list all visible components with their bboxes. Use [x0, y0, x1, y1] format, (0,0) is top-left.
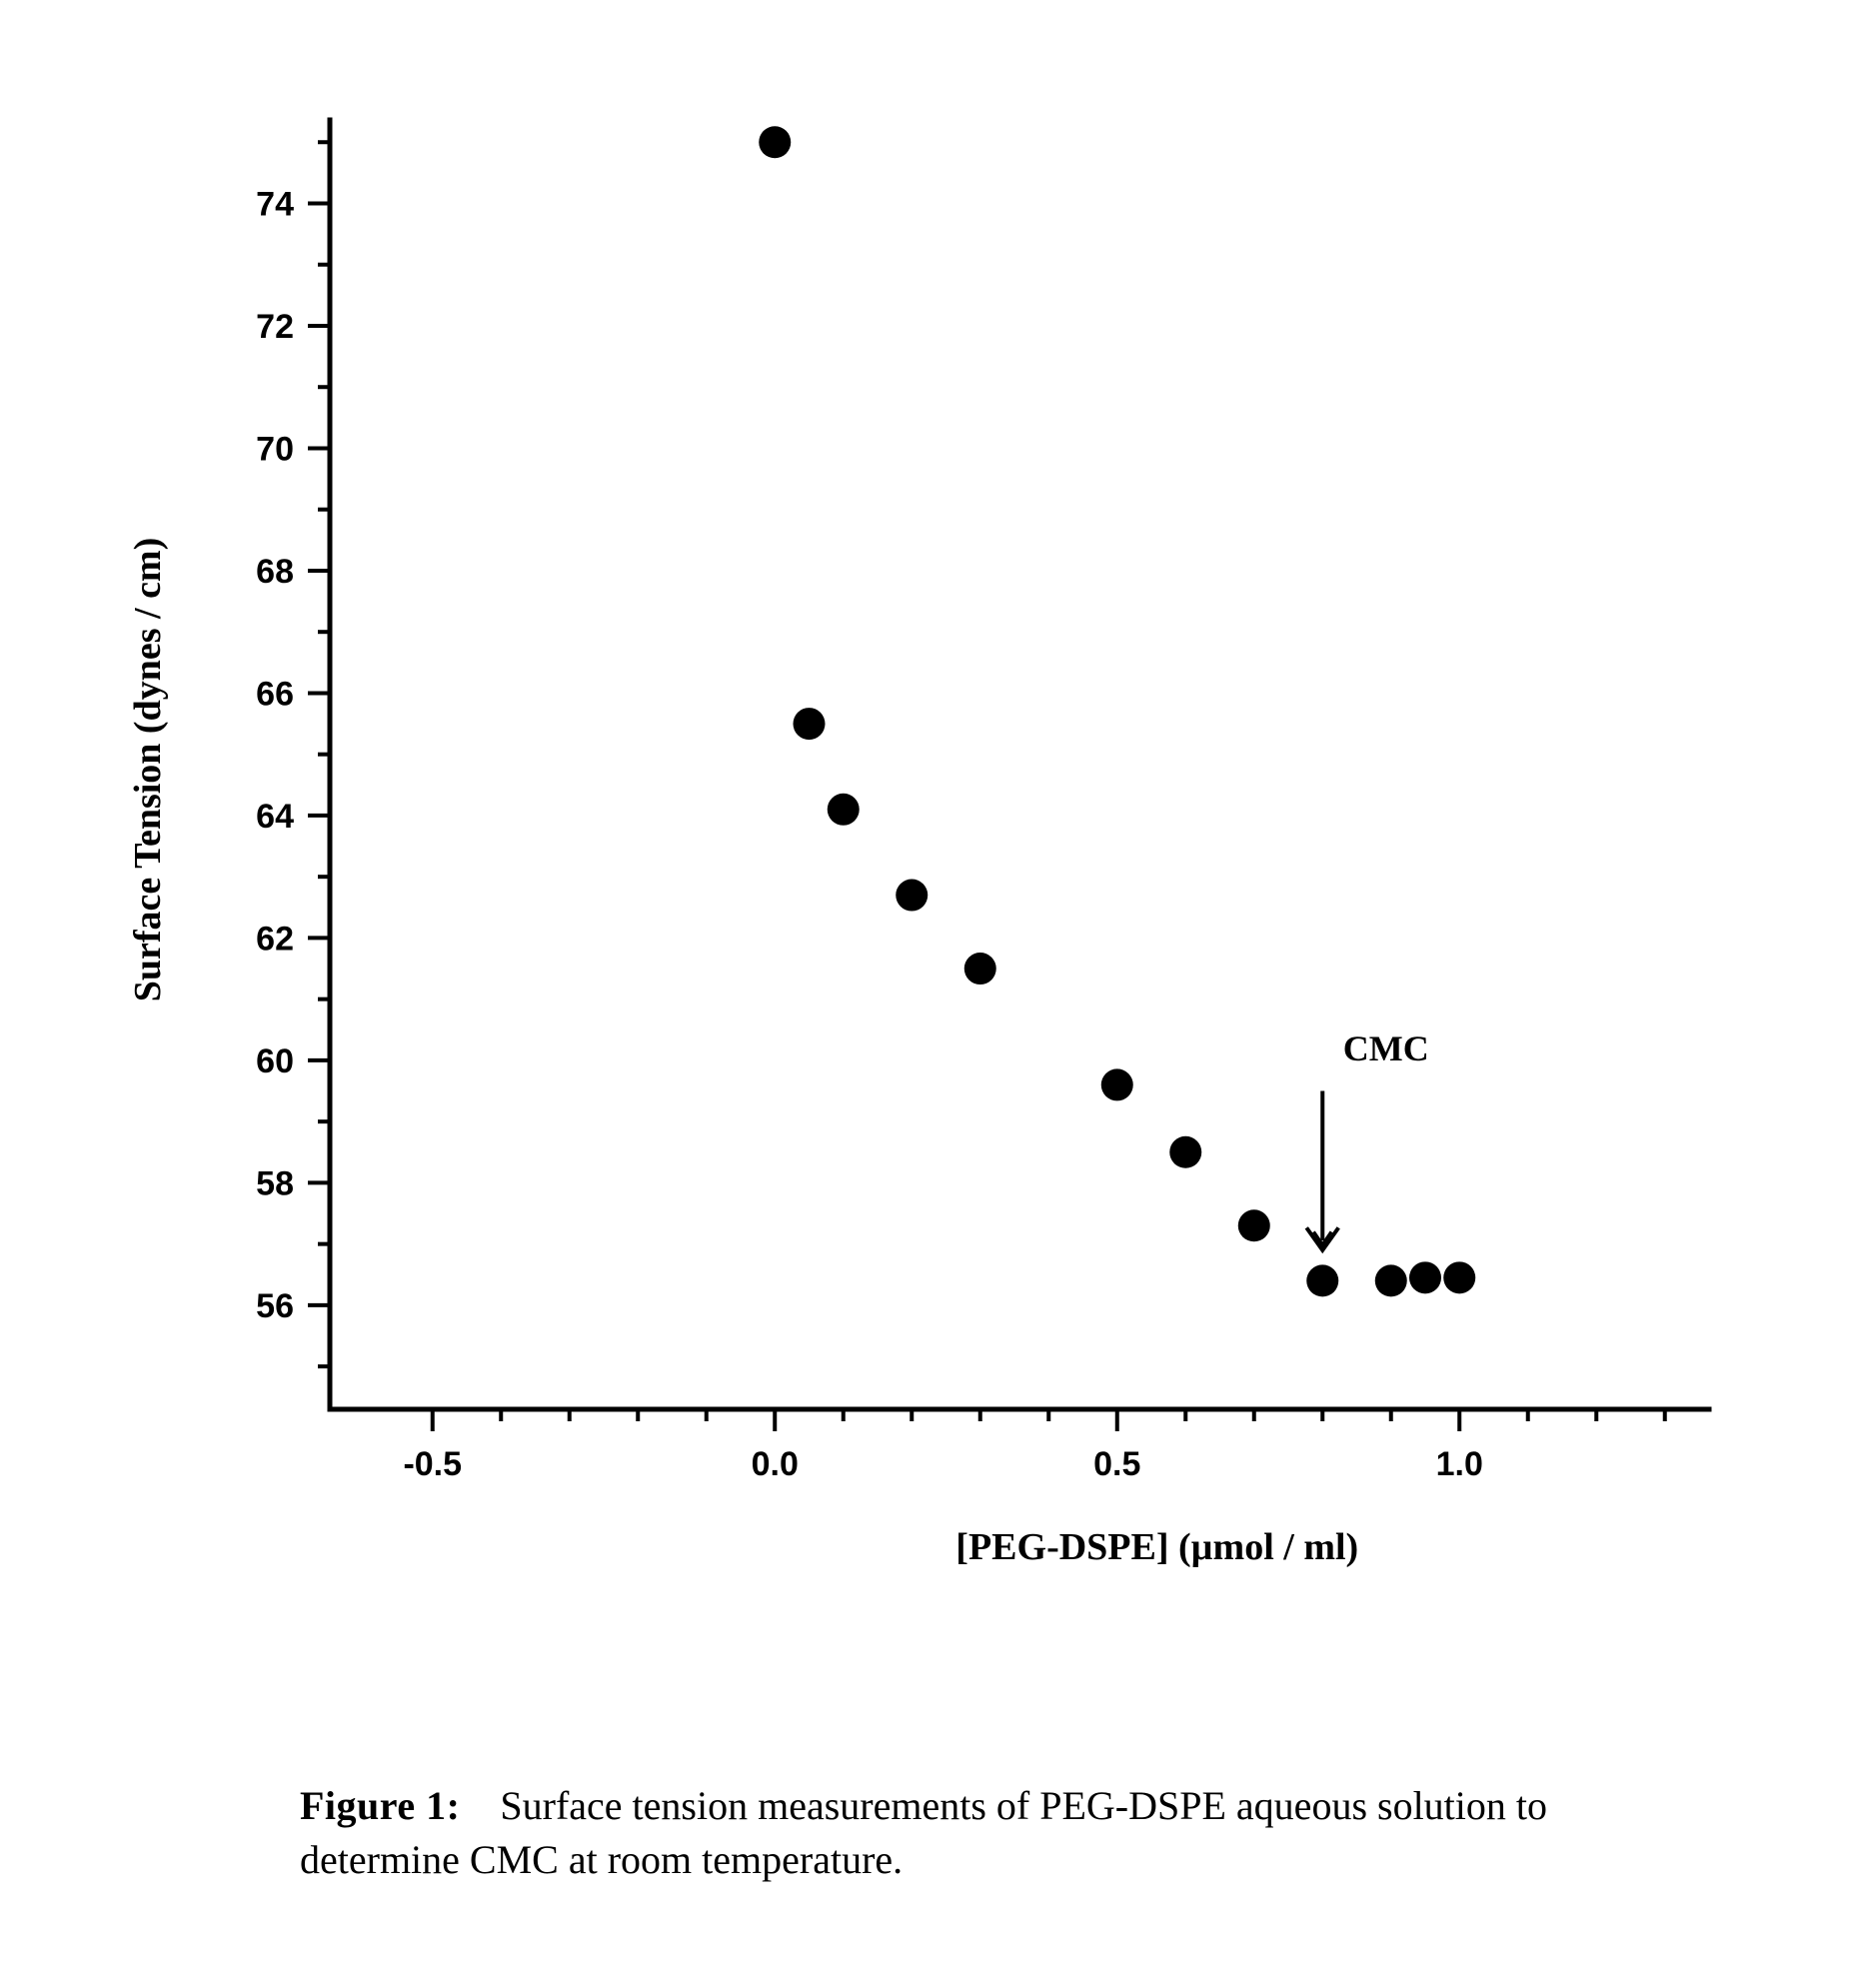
data-point — [964, 953, 996, 985]
x-tick-label: 0.0 — [752, 1445, 799, 1483]
x-tick-label: -0.5 — [403, 1445, 462, 1483]
data-point — [1101, 1068, 1133, 1100]
data-point — [794, 708, 826, 740]
data-point — [828, 794, 860, 826]
y-tick-label: 68 — [256, 553, 294, 591]
x-tick-label: 0.5 — [1093, 1445, 1140, 1483]
y-tick-label: 72 — [256, 308, 294, 346]
x-tick-label: 1.0 — [1436, 1445, 1483, 1483]
cmc-label: CMC — [1343, 1028, 1429, 1068]
y-tick-label: 64 — [256, 798, 294, 836]
y-tick-label: 74 — [256, 185, 294, 223]
data-point — [1375, 1264, 1407, 1296]
y-axis-label: Surface Tension (dynes / cm) — [127, 538, 169, 1001]
figure-caption: Figure 1: Surface tension measurements o… — [300, 1779, 1699, 1887]
y-tick-label: 70 — [256, 430, 294, 468]
data-point — [1443, 1261, 1475, 1293]
data-point — [896, 880, 928, 912]
y-tick-label: 56 — [256, 1287, 294, 1325]
figure-label: Figure 1: — [300, 1783, 460, 1828]
y-tick-label: 60 — [256, 1042, 294, 1080]
data-point — [1238, 1209, 1270, 1241]
data-point — [1306, 1264, 1338, 1296]
y-tick-label: 62 — [256, 920, 294, 958]
data-point — [759, 126, 791, 158]
data-point — [1169, 1136, 1201, 1168]
surface-tension-chart: 56 58 60 62 64 66 68 70 72 74 -0.5 0.0 0.5 1.0 Surface… — [100, 90, 1759, 1649]
x-axis-label: [PEG-DSPE] (µmol / ml) — [955, 1526, 1358, 1568]
y-tick-label: 66 — [256, 675, 294, 713]
data-point — [1409, 1261, 1441, 1293]
chart-svg: 56 58 60 62 64 66 68 70 72 74 -0.5 0.0 0.5 1.0 Surface… — [100, 90, 1759, 1649]
y-tick-label: 58 — [256, 1164, 294, 1202]
